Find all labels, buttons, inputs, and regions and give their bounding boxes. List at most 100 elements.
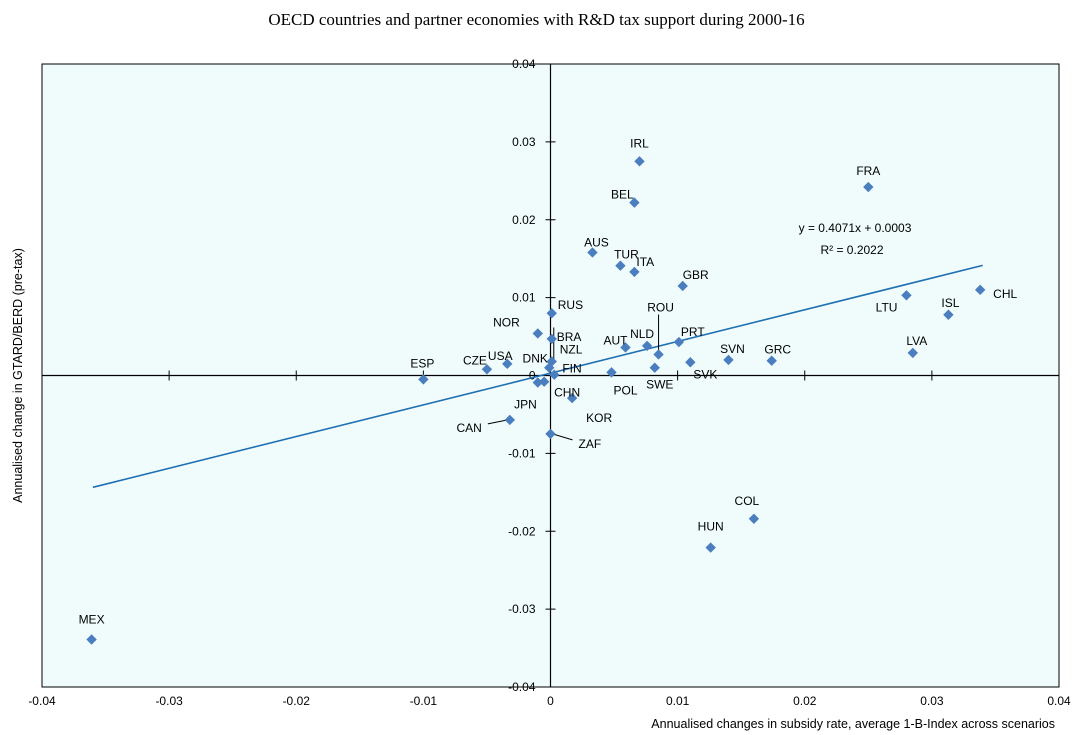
point-label-gbr: GBR — [683, 268, 709, 282]
point-label-chn: CHN — [554, 386, 580, 400]
x-tick-label: -0.04 — [28, 694, 56, 708]
data-point-nor — [532, 328, 543, 339]
point-label-fin: FIN — [562, 362, 581, 376]
point-label-bel: BEL — [611, 188, 634, 202]
data-point-esp — [418, 374, 429, 385]
data-point-fra — [863, 181, 874, 193]
data-point-mex — [86, 634, 97, 645]
data-point-irl — [634, 156, 645, 167]
point-label-irl: IRL — [630, 136, 649, 150]
data-point-svn — [723, 354, 734, 366]
x-axis-title: Annualised changes in subsidy rate, aver… — [651, 717, 1055, 731]
point-label-ltu: LTU — [876, 300, 898, 314]
data-point-hun — [705, 542, 716, 553]
point-label-rou: ROU — [647, 300, 674, 314]
data-point-chl — [974, 284, 986, 296]
data-point-tur — [615, 260, 626, 271]
x-tick-label: 0.02 — [793, 694, 817, 708]
data-point-swe — [649, 362, 660, 373]
point-label-ita: ITA — [636, 255, 654, 269]
y-tick-label: 0.02 — [512, 213, 536, 227]
y-tick-label: -0.04 — [508, 680, 536, 694]
data-point-gbr — [677, 280, 688, 292]
point-label-mex: MEX — [79, 612, 105, 626]
data-point-kor — [566, 392, 578, 404]
data-point-aut — [620, 342, 631, 353]
point-label-chl: CHL — [993, 287, 1017, 301]
y-tick-label: -0.03 — [508, 602, 536, 616]
x-tick-label: 0.03 — [920, 694, 944, 708]
y-tick-label: 0.04 — [512, 57, 536, 71]
data-point-aus — [587, 247, 598, 258]
point-label-dnk: DNK — [523, 352, 548, 366]
point-label-grc: GRC — [764, 343, 791, 357]
data-point-bel — [629, 197, 640, 208]
x-tick-label: 0.01 — [666, 694, 690, 708]
point-label-cze: CZE — [463, 353, 487, 367]
data-point-lva — [907, 347, 919, 359]
data-point-col — [748, 513, 760, 524]
x-tick-label: -0.02 — [283, 694, 311, 708]
trend-equation: y = 0.4071x + 0.0003 — [799, 221, 912, 235]
point-label-rus: RUS — [558, 298, 583, 312]
data-point-fin — [549, 369, 560, 380]
point-label-col: COL — [735, 494, 760, 508]
data-point-can — [504, 414, 516, 426]
point-label-kor: KOR — [586, 411, 612, 425]
point-label-aus: AUS — [584, 235, 609, 249]
x-tick-label: -0.03 — [155, 694, 183, 708]
trend-line — [92, 264, 983, 489]
data-point-ita — [629, 266, 640, 278]
point-label-swe: SWE — [646, 378, 673, 392]
y-tick-label: 0 — [529, 369, 536, 383]
point-label-usa: USA — [488, 349, 513, 363]
data-point-usa — [502, 358, 513, 370]
point-label-nzl: NZL — [560, 342, 583, 356]
point-label-jpn: JPN — [514, 398, 537, 412]
data-point-prt — [673, 336, 685, 348]
leader-line-zaf — [552, 433, 573, 441]
data-point-pol — [606, 367, 617, 378]
point-label-fra: FRA — [856, 164, 880, 178]
point-label-svn: SVN — [720, 342, 745, 356]
data-point-isl — [943, 309, 954, 320]
data-point-chn — [538, 376, 550, 387]
trend-r2: R² = 0.2022 — [820, 243, 883, 257]
y-axis-title: Annualised change in GTARD/BERD (pre-tax… — [11, 248, 25, 503]
point-label-tur: TUR — [614, 248, 639, 262]
data-point-zaf — [545, 428, 556, 440]
x-tick-label: 0 — [547, 694, 554, 708]
point-label-lva: LVA — [906, 334, 927, 348]
point-label-prt: PRT — [681, 325, 705, 339]
point-label-isl: ISL — [941, 296, 959, 310]
data-point-svk — [685, 357, 696, 368]
y-tick-label: -0.02 — [508, 524, 536, 538]
data-point-jpn — [532, 377, 543, 388]
data-point-dnk — [544, 362, 555, 373]
point-label-nld: NLD — [630, 327, 654, 341]
y-tick-label: 0.01 — [512, 291, 536, 305]
point-label-bra: BRA — [557, 330, 582, 344]
point-label-pol: POL — [614, 383, 638, 397]
data-point-nld — [641, 340, 653, 352]
chart-title: OECD countries and partner economies wit… — [268, 10, 805, 29]
x-tick-label: -0.01 — [410, 694, 438, 708]
x-tick-label: 0.04 — [1047, 694, 1071, 708]
y-tick-label: 0.03 — [512, 135, 536, 149]
point-label-svk: SVK — [693, 367, 717, 381]
point-label-esp: ESP — [410, 356, 434, 370]
point-label-hun: HUN — [698, 520, 724, 534]
data-point-bra — [546, 333, 557, 345]
data-point-rus — [546, 308, 557, 319]
data-point-rou — [653, 349, 664, 360]
data-point-ltu — [901, 290, 912, 301]
y-tick-label: -0.01 — [508, 446, 536, 460]
data-point-cze — [481, 364, 493, 375]
data-point-grc — [766, 355, 777, 366]
point-label-zaf: ZAF — [579, 437, 602, 451]
leader-line-can — [487, 419, 508, 425]
point-label-aut: AUT — [604, 333, 629, 347]
point-label-nor: NOR — [493, 315, 520, 329]
point-label-can: CAN — [456, 421, 481, 435]
